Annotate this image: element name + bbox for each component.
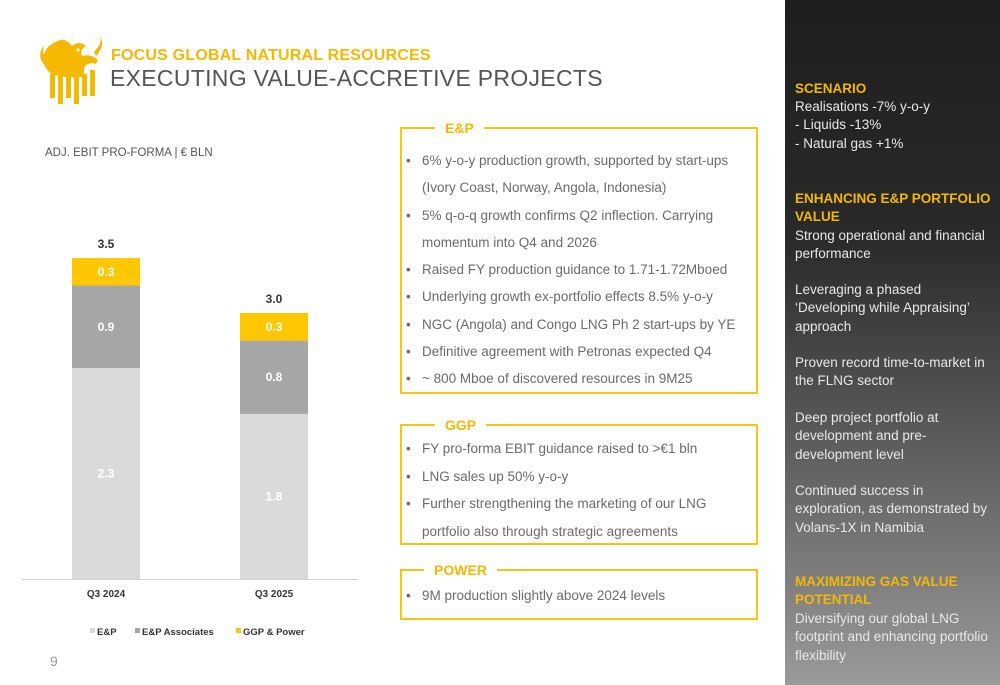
legend-label: E&P xyxy=(97,627,117,638)
legend-swatch xyxy=(236,628,241,633)
portfolio-heading: ENHANCING E&P PORTFOLIO VALUE xyxy=(795,191,991,224)
ggp-box: GGP FY pro-forma EBIT guidance raised to… xyxy=(400,416,758,546)
segment-value-label: 1.8 xyxy=(266,489,283,503)
portfolio-point: Continued success in exploration, as dem… xyxy=(795,483,988,535)
page-title: EXECUTING VALUE-ACCRETIVE PROJECTS xyxy=(110,65,603,91)
ep-bullet-list: 6% y-o-y production growth, supported by… xyxy=(402,129,756,393)
segment-value-label: 2.3 xyxy=(98,467,115,481)
ep-bullet: 5% q-o-q growth confirms Q2 inflection. … xyxy=(402,202,756,230)
x-tick-label: Q3 2025 xyxy=(255,589,294,600)
portfolio-point: Deep project portfolio at development an… xyxy=(795,410,939,462)
bar-segment xyxy=(72,258,140,286)
power-bullet-list: 9M production slightly above 2024 levels xyxy=(402,571,756,607)
x-tick-label: Q3 2024 xyxy=(87,589,126,600)
segment-value-label: 0.3 xyxy=(266,320,283,334)
power-box-title: POWER xyxy=(424,561,497,579)
scenario-heading: SCENARIO xyxy=(795,81,867,96)
portfolio-point: Leveraging a phased ‘Developing while Ap… xyxy=(795,282,970,334)
legend-swatch xyxy=(135,628,140,633)
sidebar-panel: SCENARIO Realisations -7% y-o-y - Liquid… xyxy=(785,0,1000,685)
chart-unit-label: ADJ. EBIT PRO-FORMA | € BLN xyxy=(45,147,213,159)
bar-segment xyxy=(72,368,140,579)
bar-total-label: 3.5 xyxy=(98,237,115,251)
ep-bullet: ~ 800 Mboe of discovered resources in 9M… xyxy=(402,365,756,393)
segment-value-label: 0.8 xyxy=(266,370,283,384)
ggp-bullet: LNG sales up 50% y-o-y xyxy=(402,463,756,491)
ggp-bullet: FY pro-forma EBIT guidance raised to >€1… xyxy=(402,435,756,463)
bar-segment xyxy=(240,340,308,414)
page-number: 9 xyxy=(50,653,58,669)
ep-box-title: E&P xyxy=(435,119,484,137)
ep-bullet: 6% y-o-y production growth, supported by… xyxy=(402,147,756,175)
bar-segment xyxy=(72,285,140,369)
segment-value-label: 0.9 xyxy=(98,320,115,334)
ggp-bullet-list: FY pro-forma EBIT guidance raised to >€1… xyxy=(402,426,756,546)
ep-bullet: Raised FY production guidance to 1.71-1.… xyxy=(402,256,756,284)
legend-label: E&P Associates xyxy=(142,627,214,638)
ep-bullet: Definitive agreement with Petronas expec… xyxy=(402,338,756,366)
eni-six-legged-dog-logo xyxy=(40,36,103,104)
power-bullet: 9M production slightly above 2024 levels xyxy=(402,585,756,607)
section-kicker: FOCUS GLOBAL NATURAL RESOURCES xyxy=(111,47,431,64)
scenario-text: Realisations -7% y-o-y - Liquids -13% - … xyxy=(795,99,931,151)
legend-swatch xyxy=(90,628,95,633)
bar-total-label: 3.0 xyxy=(266,292,283,306)
ggp-bullet: Further strengthening the marketing of o… xyxy=(402,490,756,518)
ep-bullet: Underlying growth ex-portfolio effects 8… xyxy=(402,283,756,311)
bar-segment xyxy=(240,313,308,341)
ggp-box-title: GGP xyxy=(435,416,487,434)
ep-bullet-continuation: (Ivory Coast, Norway, Angola, Indonesia) xyxy=(422,180,667,196)
legend-label: GGP & Power xyxy=(243,627,305,638)
ep-box: E&P 6% y-o-y production growth, supporte… xyxy=(400,119,758,394)
stacked-bar-chart: 2.3 0.9 0.3 3.5 Q3 2024 1.8 0.8 0.3 3.0 Q3 2025 E&… xyxy=(22,237,358,638)
portfolio-point: Strong operational and financial perform… xyxy=(795,228,985,262)
ggp-bullet-continuation: portfolio also through strategic agreeme… xyxy=(422,524,678,540)
power-box: POWER 9M production slightly above 2024 … xyxy=(400,561,758,620)
portfolio-point: Proven record time-to-market in the FLNG… xyxy=(795,355,985,389)
gas-heading: MAXIMIZING GAS VALUE POTENTIAL xyxy=(795,574,958,607)
ep-bullet: NGC (Angola) and Congo LNG Ph 2 start-up… xyxy=(402,311,756,339)
segment-value-label: 0.3 xyxy=(98,265,115,279)
bar-segment xyxy=(240,413,308,579)
ep-bullet-continuation: momentum into Q4 and 2026 xyxy=(422,234,597,250)
gas-text: Diversifying our global LNG footprint an… xyxy=(795,611,988,663)
